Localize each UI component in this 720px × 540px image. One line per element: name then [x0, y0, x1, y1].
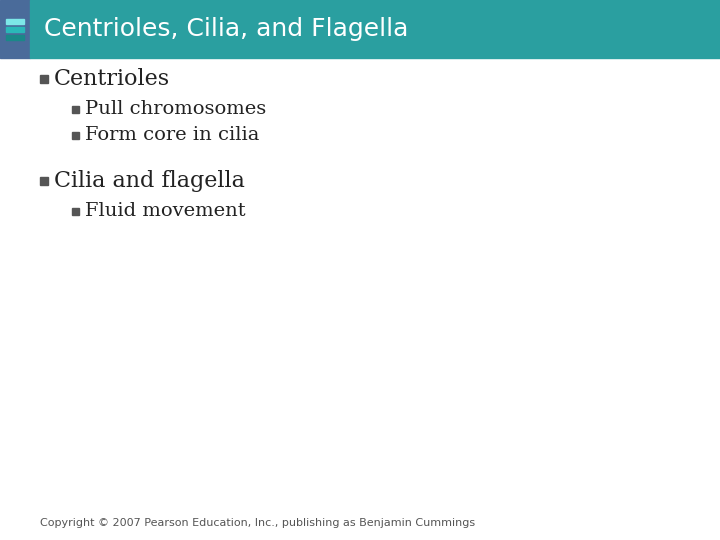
Text: Pull chromosomes: Pull chromosomes: [85, 100, 266, 118]
Bar: [72, 207, 79, 214]
Text: Cilia and flagella: Cilia and flagella: [54, 170, 245, 192]
Bar: [72, 132, 79, 138]
Bar: [6, 18, 24, 24]
Text: Centrioles, Cilia, and Flagella: Centrioles, Cilia, and Flagella: [44, 17, 408, 41]
Bar: [72, 105, 79, 112]
Bar: [40, 75, 48, 83]
Text: Fluid movement: Fluid movement: [85, 202, 246, 220]
Bar: [30, 0, 720, 58]
Text: Copyright © 2007 Pearson Education, Inc., publishing as Benjamin Cummings: Copyright © 2007 Pearson Education, Inc.…: [40, 518, 475, 528]
Text: Centrioles: Centrioles: [54, 68, 170, 90]
Bar: [0, 0, 30, 58]
Text: Form core in cilia: Form core in cilia: [85, 126, 259, 144]
Bar: [6, 26, 24, 31]
Bar: [40, 177, 48, 185]
Bar: [6, 35, 24, 39]
